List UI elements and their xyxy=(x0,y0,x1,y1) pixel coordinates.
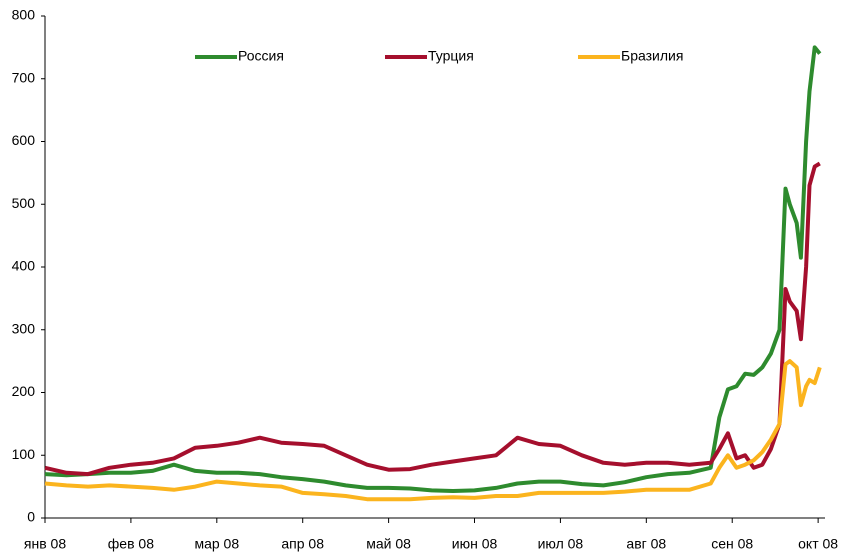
y-tick-label: 400 xyxy=(12,258,36,274)
y-tick-label: 300 xyxy=(12,320,36,336)
x-tick-label: апр 08 xyxy=(281,536,324,552)
y-tick-label: 0 xyxy=(27,509,35,525)
legend-label: Турция xyxy=(428,48,474,64)
y-tick-label: 600 xyxy=(12,132,36,148)
y-tick-label: 100 xyxy=(12,446,36,462)
series-line xyxy=(44,161,821,477)
x-tick-label: июн 08 xyxy=(452,536,498,552)
x-tick-label: июл 08 xyxy=(538,536,584,552)
y-tick-label: 200 xyxy=(12,383,36,399)
x-tick-label: фев 08 xyxy=(108,536,154,552)
legend-label: Россия xyxy=(238,48,284,64)
y-tick-label: 700 xyxy=(12,69,36,85)
series-line xyxy=(44,359,822,502)
x-tick-label: янв 08 xyxy=(24,536,66,552)
legend-label: Бразилия xyxy=(621,48,683,64)
y-tick-label: 800 xyxy=(12,7,36,23)
y-tick-label: 500 xyxy=(12,195,36,211)
series-line xyxy=(44,45,822,493)
x-tick-label: авг 08 xyxy=(626,536,666,552)
x-tick-label: окт 08 xyxy=(798,536,838,552)
x-tick-label: мар 08 xyxy=(194,536,239,552)
x-tick-label: май 08 xyxy=(366,536,411,552)
x-tick-label: сен 08 xyxy=(711,536,753,552)
